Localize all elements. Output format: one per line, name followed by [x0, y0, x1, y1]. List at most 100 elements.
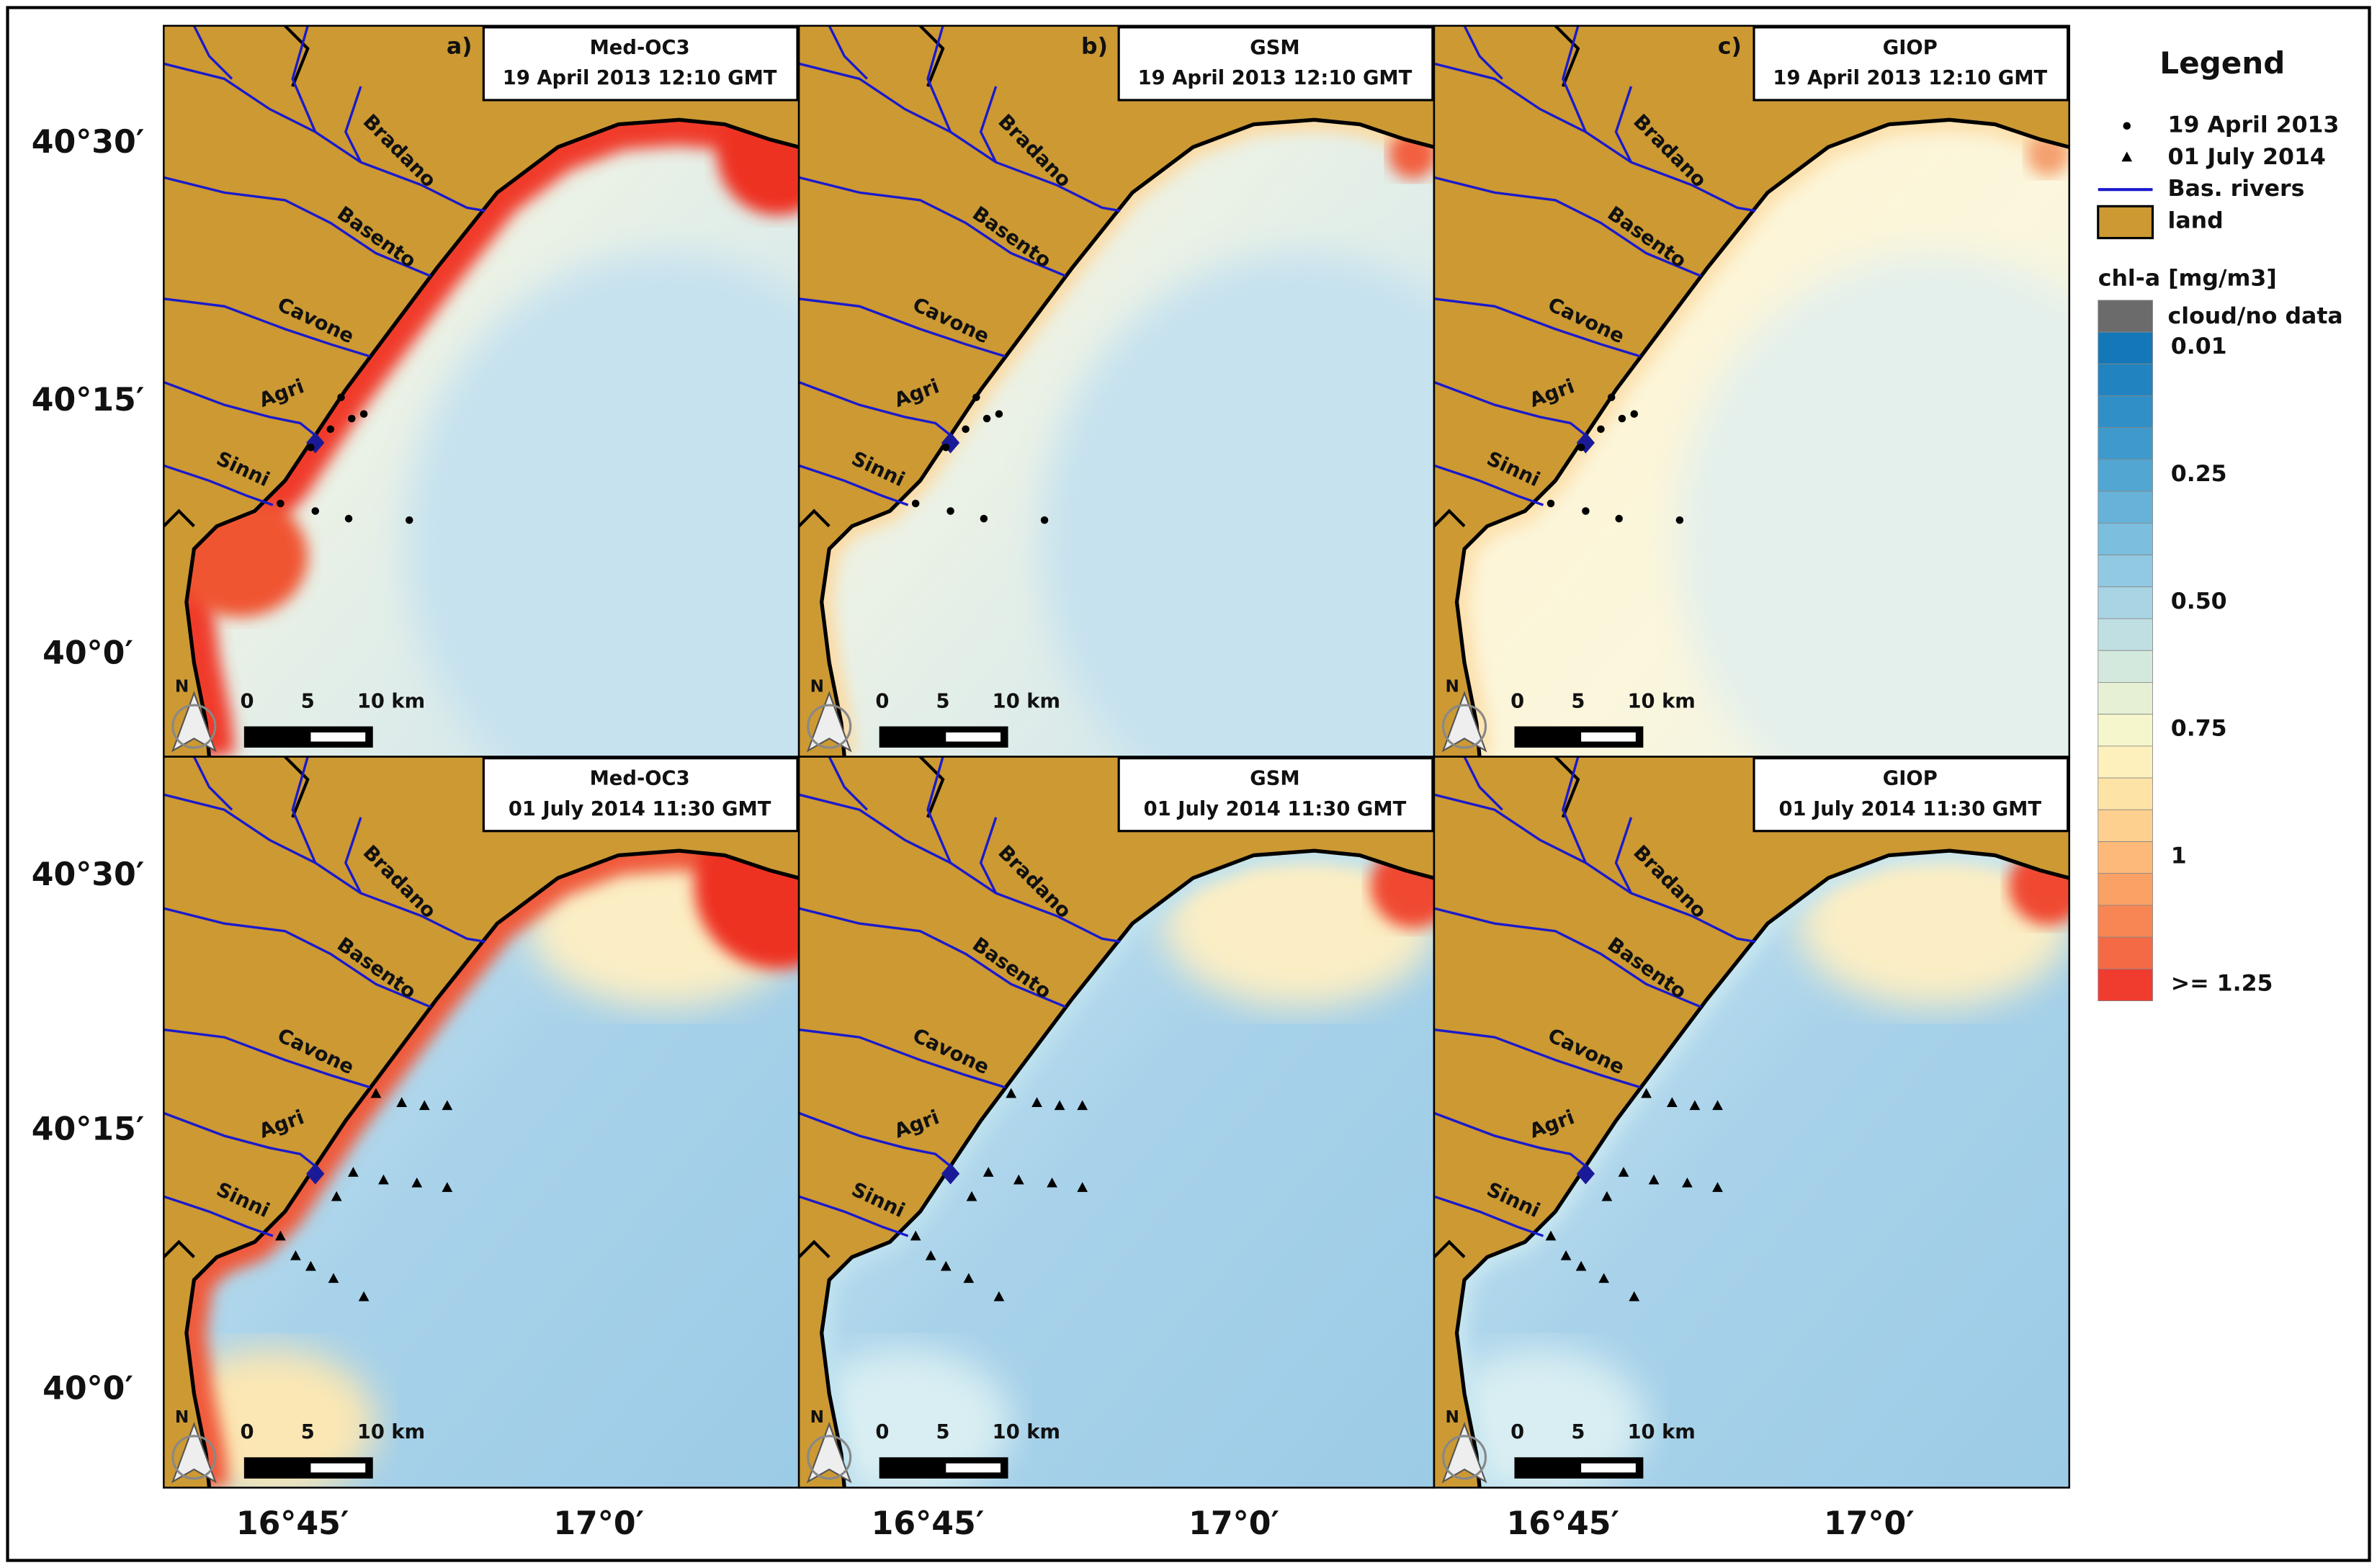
- river: [1463, 756, 1503, 811]
- color-swatch: [2098, 618, 2153, 651]
- station: [1618, 1167, 1629, 1177]
- land: [799, 25, 1434, 757]
- color-swatch: [2098, 586, 2153, 619]
- scale-value: 0.50: [2171, 588, 2227, 614]
- station: [911, 499, 920, 508]
- scale-label: 5: [1571, 1421, 1585, 1443]
- scale-label: 10 km: [993, 1421, 1060, 1443]
- north-label: N: [810, 677, 824, 696]
- station: [995, 410, 1003, 418]
- station: [277, 499, 285, 508]
- station: [344, 514, 353, 523]
- scale-label: 5: [936, 690, 950, 712]
- river: [979, 817, 998, 894]
- scale-label: 0: [241, 690, 254, 712]
- north-arrow: [171, 1421, 217, 1484]
- latitude-label: 40°30′: [32, 856, 145, 893]
- north-ring: [171, 1435, 217, 1480]
- coastline: [184, 848, 800, 1488]
- station: [348, 414, 356, 423]
- color-swatch: [2098, 363, 2153, 396]
- station: [1077, 1182, 1088, 1192]
- station: [1598, 1273, 1610, 1283]
- frame: [6, 6, 2371, 1562]
- river: [164, 1111, 316, 1168]
- station: [982, 1167, 994, 1177]
- latitude-label: 40°30′: [32, 124, 145, 161]
- scale-bar-inner: [310, 1463, 366, 1473]
- north-ring: [807, 704, 852, 749]
- station: [290, 1250, 301, 1260]
- station: [326, 425, 335, 434]
- river: [1614, 817, 1633, 894]
- station: [1560, 1250, 1572, 1260]
- station: [1682, 1177, 1693, 1188]
- scale-label: 5: [301, 690, 315, 712]
- river: [1433, 297, 1641, 358]
- river: [799, 464, 909, 506]
- station: [442, 1100, 453, 1111]
- station: [1047, 1177, 1057, 1188]
- color-swatch: [2098, 936, 2153, 969]
- longitude-label: 16°45′: [1506, 1505, 1619, 1542]
- river: [799, 1028, 1006, 1089]
- color-swatch: [2098, 555, 2153, 588]
- station: [942, 443, 950, 452]
- north-label: N: [175, 1408, 189, 1427]
- color-swatch: [2098, 714, 2153, 747]
- river: [164, 297, 371, 358]
- station: [378, 1174, 389, 1185]
- river: [1433, 176, 1701, 277]
- river: [291, 25, 317, 133]
- north-label: N: [1446, 677, 1459, 696]
- station: [1607, 393, 1616, 401]
- land: [799, 756, 1434, 1488]
- river: [1433, 1028, 1641, 1089]
- panel-date: 19 April 2013 12:10 GMT: [1138, 67, 1413, 89]
- panel-date: 01 July 2014 11:30 GMT: [509, 798, 771, 820]
- scale-label: 0: [1510, 690, 1524, 712]
- no-data-label: cloud/no data: [2168, 303, 2343, 329]
- north-ring: [1441, 1435, 1487, 1480]
- latitude-label: 40°0′: [42, 1371, 133, 1407]
- scale-value: 0.75: [2171, 716, 2227, 742]
- land: [1433, 756, 2069, 1488]
- title-box: [1752, 757, 2069, 833]
- title-box: [1752, 26, 2069, 102]
- panel-label: a): [447, 33, 473, 59]
- scale-label: 0: [875, 1421, 889, 1443]
- coastline: [1454, 117, 2069, 757]
- legend-item: 19 April 2013: [2168, 112, 2340, 138]
- river: [979, 86, 998, 163]
- station: [1648, 1174, 1660, 1185]
- river: [344, 817, 362, 894]
- station: [405, 516, 413, 524]
- river: [164, 176, 431, 277]
- station: [358, 1291, 370, 1302]
- scale-bar-inner: [1581, 732, 1636, 742]
- color-swatch: [2098, 459, 2153, 492]
- sea-blue-core: [1041, 253, 1434, 757]
- title-box: [482, 757, 799, 833]
- station: [1712, 1182, 1723, 1192]
- color-swatch: [2098, 905, 2153, 938]
- panel-date: 01 July 2014 11:30 GMT: [1779, 798, 2042, 820]
- river: [164, 793, 485, 944]
- color-swatch: [2098, 522, 2153, 556]
- panel-date: 19 April 2013 12:10 GMT: [503, 67, 777, 89]
- scale-value: 0.25: [2171, 461, 2227, 487]
- station: [370, 1088, 382, 1098]
- color-swatch: [2098, 841, 2153, 874]
- coastline: [820, 848, 1434, 1488]
- river: [1614, 86, 1633, 163]
- river: [164, 1028, 371, 1089]
- river: [1562, 25, 1587, 133]
- river: [1433, 464, 1544, 506]
- station: [962, 425, 970, 434]
- station: [396, 1097, 408, 1107]
- panel-model: Med-OC3: [590, 768, 690, 790]
- river: [799, 176, 1067, 277]
